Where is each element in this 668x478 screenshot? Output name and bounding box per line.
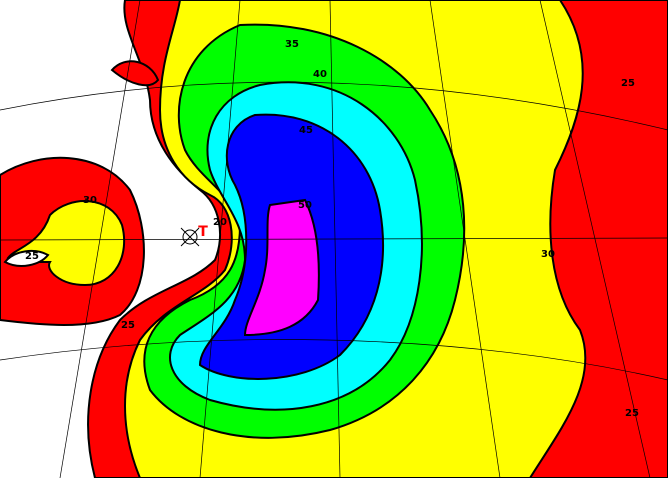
contour-label: 45 — [299, 125, 313, 136]
meridian — [329, 0, 341, 478]
contour-label: 25 — [625, 408, 639, 419]
contour-label: 30 — [541, 249, 555, 260]
meridian — [539, 0, 651, 478]
parallel — [0, 81, 668, 131]
site-cross — [180, 227, 200, 247]
meridian — [199, 0, 241, 478]
white-notch — [3, 249, 50, 267]
contour-label: 50 — [298, 200, 312, 211]
contour-label: 25 — [621, 78, 635, 89]
band-yellow-west — [6, 200, 126, 287]
contour-label: 30 — [83, 195, 97, 206]
meridian — [59, 0, 141, 478]
contour-label: 40 — [313, 69, 327, 80]
contour-label: 25 — [121, 320, 135, 331]
contour-label: 20 — [213, 217, 227, 228]
source-marker: T — [198, 224, 208, 240]
contour-label: 25 — [25, 251, 39, 262]
contour-label: 35 — [285, 39, 299, 50]
band-magenta — [243, 198, 320, 337]
parallel — [0, 339, 668, 381]
crosshair — [180, 227, 200, 247]
meridian — [429, 0, 501, 478]
band-red-strip — [110, 60, 160, 87]
site-circle — [182, 229, 198, 245]
parallel — [0, 237, 668, 241]
labels: 35 40 45 50 25 30 30 25 25 25 20 — [25, 39, 639, 419]
